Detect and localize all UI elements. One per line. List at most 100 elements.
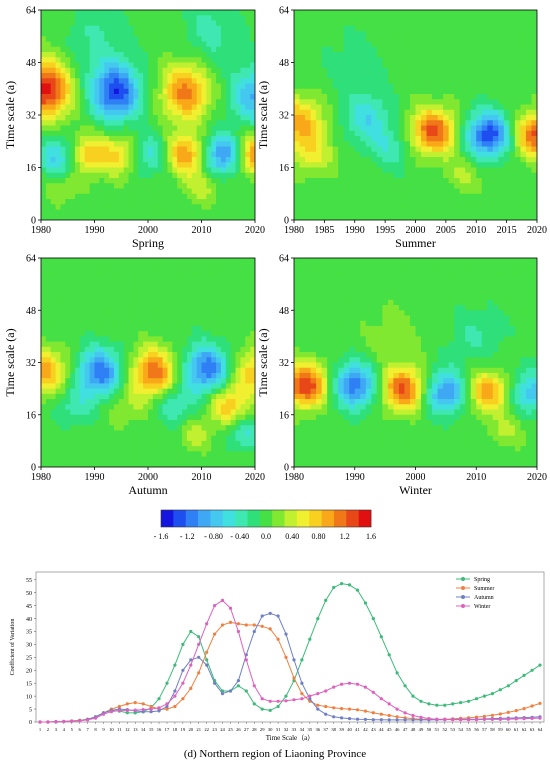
heat-cell xyxy=(109,430,114,436)
heat-cell xyxy=(197,342,202,348)
heat-cell xyxy=(153,425,158,431)
heat-cell xyxy=(143,430,148,436)
heat-cell xyxy=(129,26,134,32)
heat-cell xyxy=(158,451,163,457)
heat-cell xyxy=(138,168,143,174)
heat-cell xyxy=(311,89,317,95)
heat-cell xyxy=(70,21,75,27)
heat-cell xyxy=(65,84,70,90)
heat-cell xyxy=(114,258,119,264)
heat-cell xyxy=(371,89,377,95)
heat-cell xyxy=(509,157,515,163)
heat-cell xyxy=(99,315,104,321)
heat-cell xyxy=(109,21,114,27)
heat-cell xyxy=(197,321,202,327)
heat-cell xyxy=(432,99,438,105)
heat-cell xyxy=(399,157,405,163)
heat-cell xyxy=(182,263,187,269)
heat-cell xyxy=(465,157,471,163)
heat-cell xyxy=(333,47,339,53)
heat-cell xyxy=(75,430,80,436)
heat-cell xyxy=(163,347,168,353)
heat-cell xyxy=(443,178,449,184)
heat-cell xyxy=(476,215,482,221)
heat-cell xyxy=(80,157,85,163)
x-tick-label: 2020 xyxy=(245,225,265,236)
heat-cell xyxy=(167,94,172,100)
heat-cell xyxy=(148,352,153,358)
heat-cell xyxy=(211,57,216,63)
heat-cell xyxy=(153,183,158,189)
heat-cell xyxy=(46,78,51,84)
heat-cell xyxy=(114,289,119,295)
heat-cell xyxy=(236,204,241,210)
heat-cell xyxy=(192,210,197,216)
heat-cell xyxy=(167,210,172,216)
heat-cell xyxy=(427,183,433,189)
heat-cell xyxy=(104,378,109,384)
heat-cell xyxy=(404,141,410,147)
heat-cell xyxy=(333,173,339,179)
heat-cell xyxy=(498,168,504,174)
heat-cell xyxy=(211,31,216,37)
heat-cell xyxy=(41,26,46,32)
heat-cell xyxy=(197,289,202,295)
heat-cell xyxy=(51,394,56,400)
heat-cell xyxy=(187,336,192,342)
heat-cell xyxy=(236,21,241,27)
heat-cell xyxy=(104,215,109,221)
heat-cell xyxy=(114,383,119,389)
heat-cell xyxy=(129,173,134,179)
heat-cell xyxy=(526,115,532,121)
heat-cell xyxy=(56,321,61,327)
heat-cell xyxy=(206,383,211,389)
heat-cell xyxy=(148,331,153,337)
heat-cell xyxy=(482,89,488,95)
heat-cell xyxy=(153,162,158,168)
heat-cell xyxy=(46,451,51,457)
heat-cell xyxy=(410,52,416,58)
heat-cell xyxy=(124,336,129,342)
heat-cell xyxy=(95,462,100,468)
heat-cell xyxy=(236,194,241,200)
heat-cell xyxy=(393,42,399,48)
heat-cell xyxy=(163,199,168,205)
heat-cell xyxy=(322,210,328,216)
heat-cell xyxy=(167,78,172,84)
heat-cell xyxy=(427,120,433,126)
heat-cell xyxy=(504,89,510,95)
heat-cell xyxy=(129,300,134,306)
heat-cell xyxy=(192,63,197,69)
heat-cell xyxy=(158,183,163,189)
heat-cell xyxy=(349,178,355,184)
heat-cell xyxy=(520,136,526,142)
heat-cell xyxy=(526,173,532,179)
heat-cell xyxy=(427,15,433,21)
heat-cell xyxy=(104,120,109,126)
heat-cell xyxy=(60,368,65,374)
heat-cell xyxy=(202,410,207,416)
heat-cell xyxy=(206,378,211,384)
heat-cell xyxy=(498,63,504,69)
heat-cell xyxy=(133,263,138,269)
heat-cell xyxy=(427,99,433,105)
heat-cell xyxy=(70,105,75,111)
heat-cell xyxy=(129,425,134,431)
heat-cell xyxy=(90,115,95,121)
heat-cell xyxy=(158,147,163,153)
heat-cell xyxy=(187,342,192,348)
heat-cell xyxy=(438,110,444,116)
heat-cell xyxy=(153,305,158,311)
heat-cell xyxy=(236,131,241,137)
heat-cell xyxy=(399,152,405,158)
heat-cell xyxy=(90,31,95,37)
heat-cell xyxy=(432,141,438,147)
heat-cell xyxy=(231,215,236,221)
heat-cell xyxy=(526,73,532,79)
heat-cell xyxy=(388,199,394,205)
heat-cell xyxy=(143,410,148,416)
heat-cell xyxy=(216,10,221,16)
heat-cell xyxy=(344,68,350,74)
heat-cell xyxy=(305,78,311,84)
heat-cell xyxy=(366,105,372,111)
